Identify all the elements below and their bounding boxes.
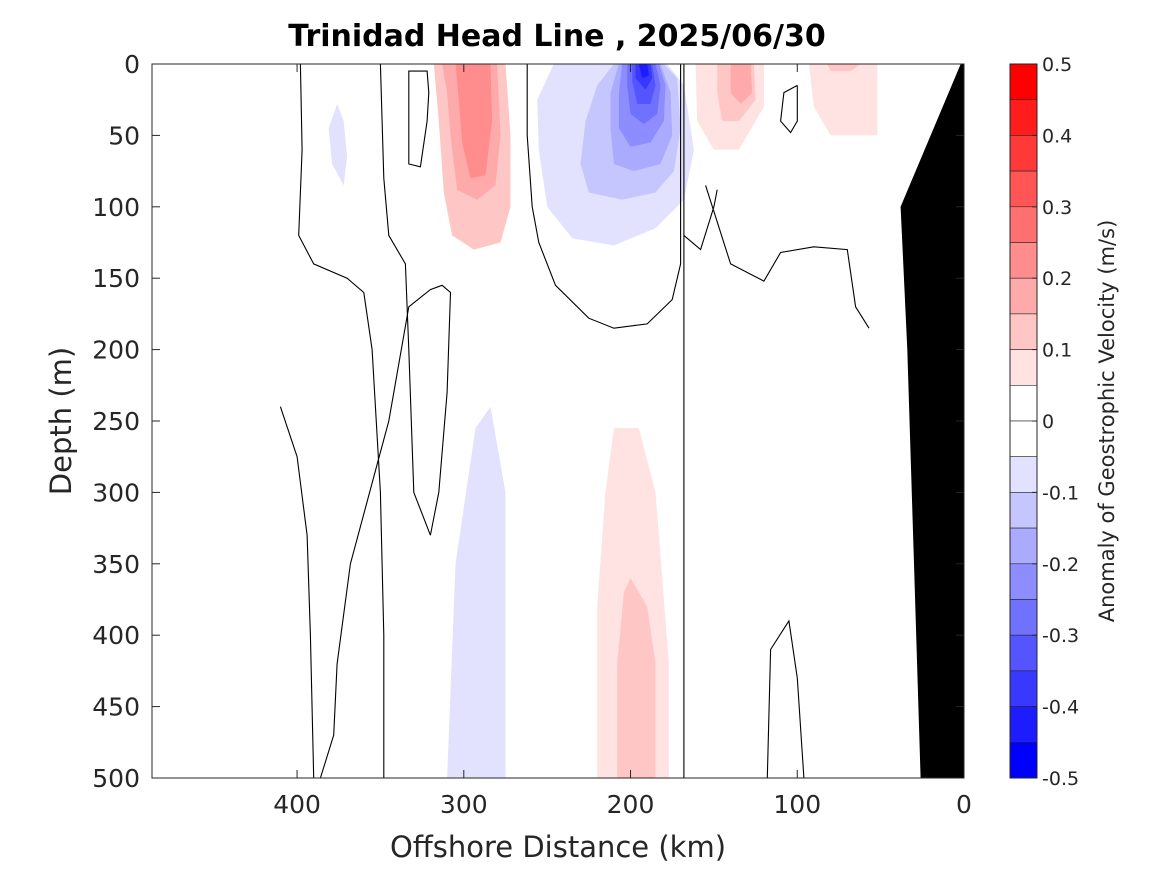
zero-contour-line (780, 84, 798, 134)
y-tick-label: 200 (92, 336, 140, 365)
x-tick-label: 200 (607, 790, 655, 819)
chart-title: Trinidad Head Line , 2025/06/30 (288, 19, 825, 54)
colorbar-swatch (1009, 599, 1038, 636)
colorbar-tick-label: -0.5 (1042, 768, 1079, 790)
colorbar-swatch (1009, 99, 1038, 136)
filled-contour-region (638, 64, 649, 79)
colorbar-swatch (1009, 135, 1038, 172)
y-axis-label: Depth (m) (44, 347, 78, 495)
colorbar-tick-label: -0.1 (1042, 482, 1079, 504)
y-tick-label: 100 (92, 193, 140, 222)
zero-contour-line (766, 619, 805, 779)
colorbar-label: Anomaly of Geostrophic Velocity (m/s) (1095, 220, 1119, 623)
colorbar-tick-label: 0.5 (1042, 54, 1072, 76)
x-tick-label: 400 (273, 790, 321, 819)
colorbar-swatch (1009, 349, 1038, 386)
y-tick-label: 0 (124, 50, 140, 79)
filled-contour-region (617, 578, 656, 778)
colorbar-swatch (1009, 670, 1038, 707)
colorbar-swatch (1009, 706, 1038, 743)
colorbar-swatch (1009, 277, 1038, 315)
y-tick-label: 150 (92, 264, 140, 293)
colorbar: 0.5 0.4 0.3 0.2 0.1 0 -0.1 -0.2 -0.3 -0.4 -0.5 (1009, 54, 1079, 790)
y-tick-label: 400 (92, 621, 140, 650)
colorbar-tick-label: -0.2 (1042, 554, 1079, 576)
colorbar-tick-label: -0.3 (1042, 625, 1079, 647)
zero-contour-line (526, 64, 682, 329)
y-tick-label: 450 (92, 693, 140, 722)
colorbar-tick-label: 0.2 (1042, 268, 1072, 290)
colorbar-swatch (1009, 634, 1038, 672)
y-tick-label: 300 (92, 478, 140, 507)
colorbar-swatch (1009, 527, 1038, 565)
colorbar-tick-label: 0.1 (1042, 340, 1072, 362)
colorbar-swatch (1009, 563, 1038, 600)
colorbar-swatch (1009, 313, 1038, 350)
zero-contour-line (319, 284, 452, 779)
colorbar-swatch (1009, 741, 1038, 779)
y-tick-label: 250 (92, 407, 140, 436)
filled-contours (328, 64, 878, 778)
zero-contour-lines (279, 63, 870, 779)
zero-contour-line (705, 185, 870, 329)
filled-contour-region (447, 406, 506, 778)
colorbar-tick-label: -0.4 (1042, 697, 1079, 719)
x-tick-label: 100 (773, 790, 821, 819)
y-axis-ticks: 0 50 100 150 200 250 300 350 400 450 500 (92, 50, 964, 793)
colorbar-swatch (1009, 242, 1038, 279)
filled-contour-region (808, 64, 878, 136)
y-tick-label: 500 (92, 764, 140, 793)
x-axis-label: Offshore Distance (km) (390, 830, 726, 864)
colorbar-swatch (1009, 420, 1038, 458)
plot-area: 0 50 100 150 200 250 300 350 400 450 500 400 300 200… (92, 50, 972, 819)
zero-contour-line (279, 406, 315, 779)
x-tick-label: 0 (956, 790, 972, 819)
colorbar-swatch (1009, 170, 1038, 208)
colorbar-swatch (1009, 456, 1038, 493)
colorbar-swatch (1009, 63, 1038, 101)
zero-contour-line (683, 189, 718, 251)
x-axis-ticks: 400 300 200 100 0 (273, 64, 972, 819)
x-tick-label: 300 (440, 790, 488, 819)
colorbar-tick-label: 0 (1042, 411, 1054, 433)
colorbar-swatch (1009, 492, 1038, 529)
filled-contour-region (730, 64, 753, 104)
colorbar-tick-label: 0.3 (1042, 197, 1072, 219)
zero-contour-line (298, 63, 385, 778)
zero-contour-line (408, 70, 430, 168)
y-tick-label: 350 (92, 550, 140, 579)
zero-contour-line (379, 63, 431, 536)
land-mask (900, 64, 964, 778)
filled-contour-region (328, 104, 348, 186)
colorbar-tick-label: 0.4 (1042, 125, 1072, 147)
filled-contour-region (827, 64, 861, 72)
colorbar-swatch (1009, 206, 1038, 243)
y-tick-label: 50 (108, 121, 140, 150)
colorbar-swatch (1009, 384, 1038, 422)
filled-contour-region (455, 64, 493, 179)
coast-landmass (900, 64, 964, 778)
